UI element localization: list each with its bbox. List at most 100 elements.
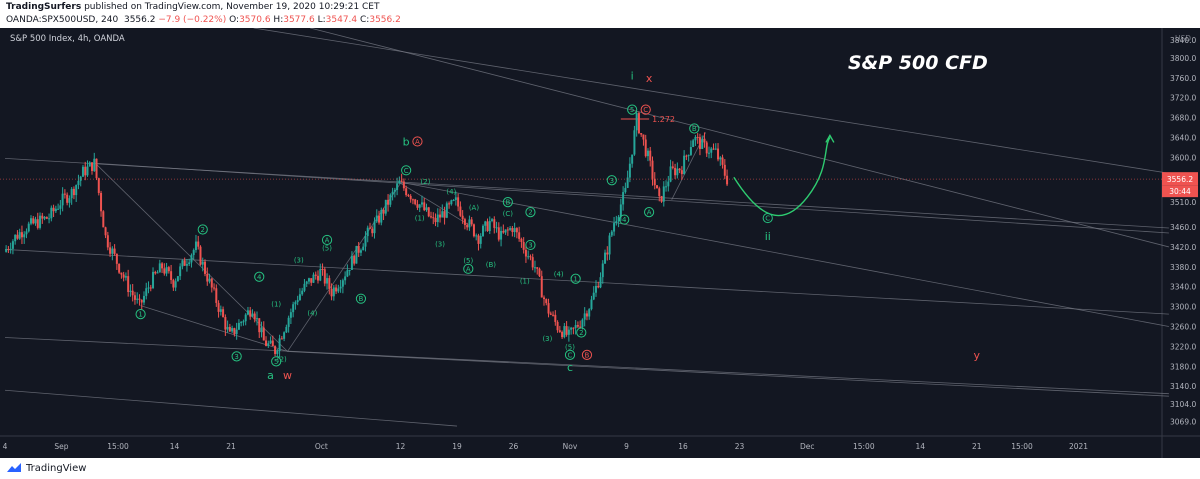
candle[interactable] <box>671 166 674 168</box>
candle[interactable] <box>549 313 552 315</box>
candle[interactable] <box>407 194 410 196</box>
candle[interactable] <box>396 183 399 190</box>
candle[interactable] <box>109 247 112 254</box>
candle[interactable] <box>694 136 697 141</box>
candle[interactable] <box>373 221 376 234</box>
candle[interactable] <box>606 252 609 255</box>
candle[interactable] <box>511 228 514 233</box>
candle[interactable] <box>481 225 484 236</box>
candle[interactable] <box>513 228 516 233</box>
candle[interactable] <box>567 329 570 335</box>
candle[interactable] <box>685 155 688 157</box>
candle[interactable] <box>500 230 503 240</box>
candle[interactable] <box>326 278 329 284</box>
candle[interactable] <box>88 162 91 167</box>
candle[interactable] <box>86 166 89 176</box>
candle[interactable] <box>323 269 326 284</box>
candle[interactable] <box>423 202 426 211</box>
candle[interactable] <box>344 276 347 281</box>
candle[interactable] <box>705 142 708 154</box>
candle[interactable] <box>561 331 564 338</box>
candle[interactable] <box>545 299 548 304</box>
candle[interactable] <box>16 234 19 239</box>
candle[interactable] <box>445 203 448 218</box>
candle[interactable] <box>61 193 64 206</box>
candle[interactable] <box>346 270 349 277</box>
candle[interactable] <box>122 274 125 278</box>
candle[interactable] <box>400 180 403 182</box>
candle[interactable] <box>574 325 577 329</box>
candle[interactable] <box>443 211 446 218</box>
candle[interactable] <box>217 302 220 312</box>
candle[interactable] <box>529 256 532 258</box>
tradingview-brand[interactable]: TradingView <box>6 462 86 474</box>
candle[interactable] <box>301 290 304 295</box>
candle[interactable] <box>540 276 543 298</box>
candle[interactable] <box>378 215 381 223</box>
candle[interactable] <box>330 288 333 297</box>
candle[interactable] <box>341 280 344 287</box>
candle[interactable] <box>267 343 270 346</box>
candle[interactable] <box>118 263 121 273</box>
candle[interactable] <box>554 314 557 322</box>
candle[interactable] <box>459 206 462 216</box>
candle[interactable] <box>651 160 654 179</box>
candle[interactable] <box>405 188 408 195</box>
candle[interactable] <box>20 232 23 238</box>
candle[interactable] <box>170 271 173 280</box>
candle[interactable] <box>181 260 184 267</box>
candle[interactable] <box>43 216 46 219</box>
candle[interactable] <box>644 139 647 157</box>
candle[interactable] <box>454 197 457 200</box>
candle[interactable] <box>120 272 123 275</box>
candle[interactable] <box>585 313 588 317</box>
candle[interactable] <box>515 228 518 233</box>
candle[interactable] <box>626 177 629 188</box>
candle[interactable] <box>457 197 460 207</box>
candle[interactable] <box>509 228 512 230</box>
candle[interactable] <box>190 255 193 263</box>
candle[interactable] <box>556 321 559 331</box>
candle[interactable] <box>102 211 105 228</box>
candle[interactable] <box>617 216 620 222</box>
candle[interactable] <box>280 338 283 340</box>
candle[interactable] <box>210 278 213 288</box>
candle[interactable] <box>287 317 290 327</box>
candle[interactable] <box>156 272 159 274</box>
candle[interactable] <box>142 295 145 303</box>
candle[interactable] <box>5 249 8 252</box>
candle[interactable] <box>619 204 622 217</box>
candle[interactable] <box>353 255 356 264</box>
candle[interactable] <box>712 148 715 150</box>
candle[interactable] <box>527 256 530 258</box>
candle[interactable] <box>581 319 584 328</box>
candle[interactable] <box>628 163 631 178</box>
candle[interactable] <box>240 322 243 324</box>
candle[interactable] <box>646 150 649 157</box>
candle[interactable] <box>717 148 720 160</box>
candle[interactable] <box>161 263 164 269</box>
candle[interactable] <box>63 193 66 195</box>
candle[interactable] <box>667 181 670 187</box>
candle[interactable] <box>710 148 713 153</box>
candle[interactable] <box>430 216 433 218</box>
candle[interactable] <box>251 313 254 317</box>
candle[interactable] <box>461 215 464 220</box>
candle[interactable] <box>610 231 613 236</box>
candle[interactable] <box>488 220 491 232</box>
candle[interactable] <box>698 137 701 149</box>
candle[interactable] <box>420 202 423 205</box>
candle[interactable] <box>491 219 494 221</box>
candle[interactable] <box>115 253 118 264</box>
candle[interactable] <box>213 287 216 289</box>
candle[interactable] <box>23 234 26 238</box>
candle[interactable] <box>68 198 71 203</box>
candle[interactable] <box>468 219 471 228</box>
candle[interactable] <box>332 287 335 297</box>
candle[interactable] <box>317 275 320 281</box>
candle[interactable] <box>375 215 378 222</box>
candle[interactable] <box>246 310 249 315</box>
candle[interactable] <box>719 157 722 160</box>
candle[interactable] <box>703 138 706 143</box>
candle[interactable] <box>436 214 439 223</box>
